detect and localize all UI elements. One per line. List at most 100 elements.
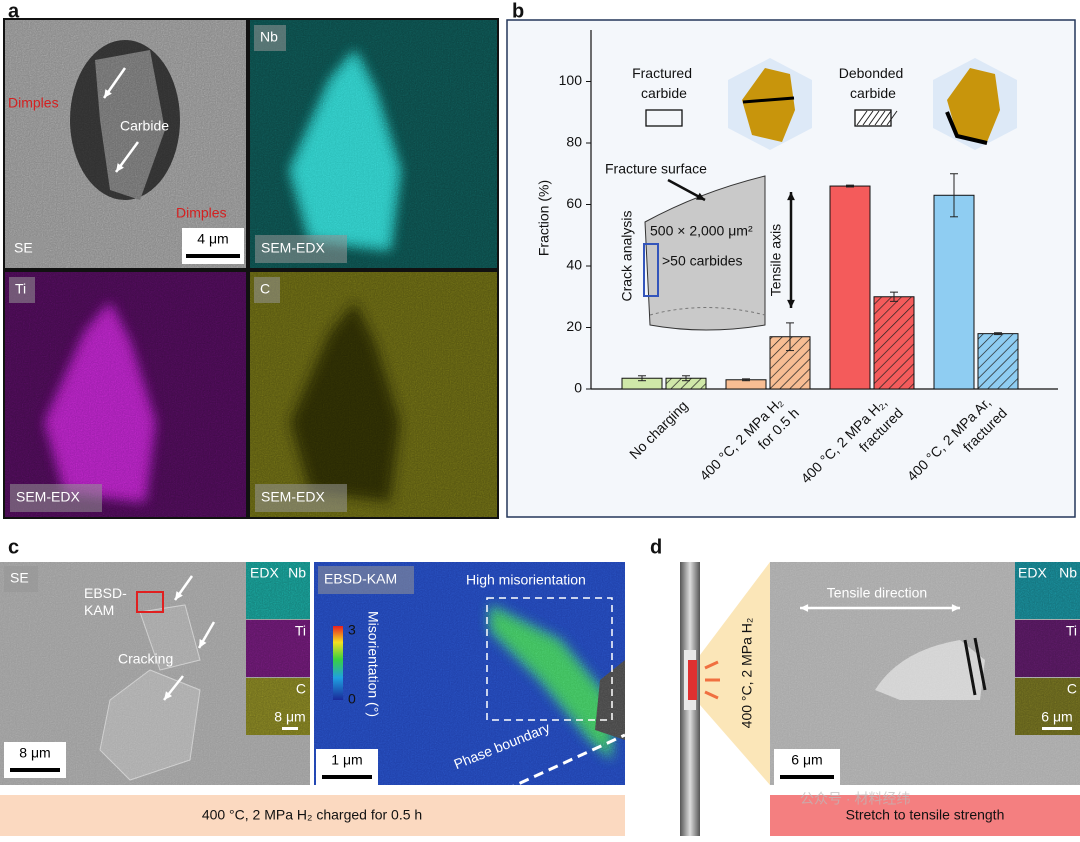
method-label-box	[10, 484, 102, 512]
panel-label: c	[8, 536, 19, 558]
arrow-head	[787, 299, 795, 308]
arrow-head	[116, 163, 124, 172]
annotation: EBSD-KAM	[84, 585, 127, 618]
carbide-icon	[947, 68, 1000, 142]
element-label-box	[254, 25, 286, 51]
texture	[246, 562, 310, 619]
colorbar	[333, 626, 343, 700]
specimen	[644, 175, 766, 331]
method-label-box	[255, 484, 347, 512]
texture	[250, 20, 497, 268]
texture	[246, 678, 310, 735]
y-tick-label: 40	[566, 257, 582, 273]
y-tick-label: 80	[566, 134, 582, 150]
bar	[933, 194, 975, 390]
annotation: Fracture surface	[605, 161, 707, 177]
legend-hatch	[880, 110, 892, 126]
texture	[314, 562, 625, 785]
texture	[5, 20, 246, 268]
arrow-head	[787, 192, 795, 201]
arrow-head	[164, 691, 173, 700]
heat-marks	[704, 660, 720, 700]
zoom-wedge	[700, 562, 770, 785]
y-axis-label: Fraction (%)	[536, 180, 552, 256]
text-line: carbide	[850, 85, 896, 101]
annotation: Tensile direction	[827, 585, 927, 601]
y-tick-label: 20	[566, 318, 582, 334]
scale-bar	[186, 254, 240, 258]
scale-bar	[282, 727, 298, 730]
text-line: EBSD-	[84, 585, 127, 601]
analysis-area	[643, 243, 659, 297]
scale-bar-label: 6 μm	[1041, 709, 1072, 725]
legend-hatch	[868, 110, 880, 126]
y-tick-label: 60	[566, 195, 582, 211]
scale-bar-label: 8 μm	[19, 745, 50, 761]
panel-label: a	[8, 0, 20, 22]
texture	[1015, 620, 1080, 677]
arrow-head	[104, 89, 112, 98]
method-label: SEM-EDX	[261, 489, 325, 505]
action-label: Stretch to tensile strength	[846, 807, 1005, 823]
arrow-head	[696, 192, 705, 200]
method-label: SEM-EDX	[16, 489, 80, 505]
colorbar-label: 0	[348, 691, 356, 707]
element-label: C	[260, 281, 270, 297]
annotation: Carbide	[120, 118, 169, 134]
annotation: 500 × 2,000 μm²	[650, 223, 753, 239]
scale-bar-label: 8 μm	[274, 709, 305, 725]
panel-label: d	[650, 536, 662, 558]
watermark: 公众号 · 材料经纬	[800, 791, 910, 807]
colorbar-label: 3	[348, 622, 356, 638]
phase-boundary	[504, 733, 626, 792]
legend-hatch	[886, 110, 898, 126]
annotation: >50 carbides	[662, 253, 743, 269]
texture	[1015, 678, 1080, 735]
bar	[873, 296, 915, 390]
edx-label: EDX	[250, 565, 279, 581]
legend-swatch	[645, 109, 683, 127]
crack	[945, 111, 988, 145]
bar	[977, 333, 1019, 390]
element-label-box	[9, 277, 35, 303]
region-marker	[136, 591, 164, 613]
element-label: C	[1067, 681, 1077, 697]
method-label: SEM-EDX	[261, 240, 325, 256]
edx-label: EDX	[1018, 565, 1047, 581]
legend-label: Fractured carbide	[632, 65, 696, 101]
text-line: KAM	[84, 602, 114, 618]
condition-bar	[0, 795, 625, 836]
y-tick-label: 100	[559, 72, 583, 88]
annotation: Cracking	[118, 651, 173, 667]
action-bar	[770, 795, 1080, 836]
image-label: EBSD-KAM	[324, 571, 397, 587]
image-label-box	[8, 236, 44, 262]
legend-hatch	[856, 110, 868, 126]
scale-bar	[780, 775, 834, 779]
crack	[742, 96, 795, 104]
specimen-edge	[649, 307, 766, 316]
method-label-box	[255, 235, 347, 263]
annotation: Crack analysis	[619, 210, 635, 301]
element-label: Nb	[288, 565, 306, 581]
scale-bar	[1042, 727, 1072, 730]
legend-label: Debonded carbide	[839, 65, 908, 101]
texture	[246, 620, 310, 677]
panel-label: b	[512, 0, 524, 22]
arrow-head	[175, 591, 183, 600]
image-label-box	[318, 566, 414, 594]
legend-hatch	[862, 110, 874, 126]
element-label: Nb	[260, 29, 278, 45]
bar	[829, 185, 871, 390]
condition-label: 400 °C, 2 MPa H₂ charged for 0.5 h	[202, 807, 422, 823]
image-label-box	[4, 566, 38, 592]
text-line: Fractured	[632, 65, 696, 81]
annotation: Dimples	[176, 205, 227, 221]
scale-bar-label: 6 μm	[791, 752, 822, 768]
element-label: Nb	[1059, 565, 1077, 581]
element-label: Ti	[295, 623, 306, 639]
element-label-box	[254, 277, 280, 303]
scale-bar	[10, 768, 60, 772]
annotation: Dimples	[8, 95, 59, 111]
